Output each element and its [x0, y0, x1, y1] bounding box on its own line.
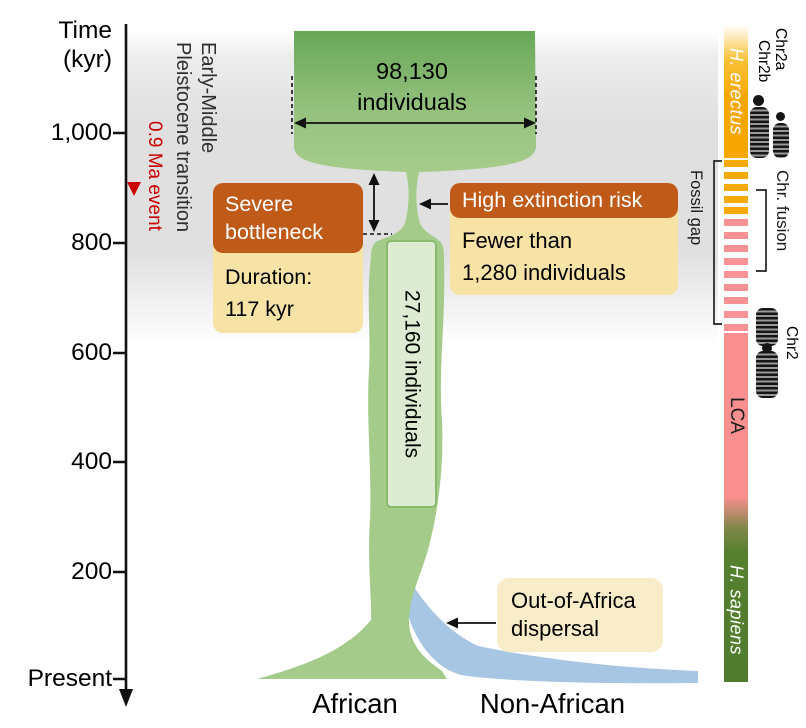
tick-1000: 1,000: [50, 119, 112, 146]
arrowhead-up-icon: [368, 173, 380, 185]
lca-label: LCA: [724, 385, 748, 445]
risk-detail: Fewer than 1,280 individuals: [462, 228, 626, 285]
tick-present: Present: [27, 665, 112, 692]
axis-ticks: [113, 131, 126, 681]
erectus-bar: H. erectus: [724, 25, 748, 158]
chromosome-2b-icon: [750, 107, 769, 158]
lca-sapiens-bar: [724, 333, 748, 682]
fossil-dash: [724, 196, 748, 203]
chr-fusion-bracket: [756, 189, 767, 272]
fossil-dash: [724, 160, 748, 167]
post-bottleneck-size-label: 27,160 individuals: [400, 289, 424, 459]
african-label: African: [312, 688, 398, 719]
fossil-dash: [724, 184, 748, 191]
sapiens-text: H. sapiens: [726, 564, 747, 656]
lca-text: LCA: [726, 396, 747, 434]
width-marker-dashes: [291, 76, 537, 134]
fossil-gap-bracket: [713, 160, 722, 325]
risk-title: High extinction risk: [450, 183, 678, 218]
non-african-label: Non-African: [479, 688, 626, 719]
fossil-dash: [724, 258, 748, 265]
chr2-label: Chr2: [783, 326, 800, 360]
fossil-dash: [724, 219, 748, 226]
post-bottleneck-size-box: 27,160 individuals: [386, 240, 437, 508]
bottleneck-detail: Duration: 117 kyr: [225, 265, 313, 321]
pre-bottleneck-size-label: 98,130 individuals: [357, 58, 467, 115]
chromosome-2a-icon: [773, 123, 789, 158]
fossil-dash: [724, 297, 748, 304]
arrowhead-left-icon: [294, 117, 306, 129]
fossil-dash: [724, 324, 748, 331]
event-label: 0.9 Ma event: [144, 121, 165, 231]
dispersal-arrowhead-icon: [446, 617, 458, 629]
bottleneck-title: Severe bottleneck: [213, 183, 363, 253]
chromosome-2-icon: [756, 308, 778, 346]
chr2a-label: Chr2a: [772, 28, 789, 71]
fossil-dash: [724, 311, 748, 318]
sapiens-label: H. sapiens: [724, 538, 748, 682]
fossil-dash: [724, 207, 748, 214]
chromosome-2b-icon: [753, 95, 764, 106]
tick-200: 200: [71, 558, 112, 585]
risk-callout: High extinction risk Fewer than 1,280 in…: [450, 183, 678, 295]
event-marker-icon: [127, 182, 141, 196]
arrowhead-right-icon: [524, 117, 536, 129]
fossil-dash: [724, 271, 748, 278]
chr-fusion-label: Chr. fusion: [773, 170, 792, 252]
fossil-gap-label: Fossil gap: [687, 170, 705, 246]
tick-800: 800: [71, 229, 112, 256]
erectus-label: H. erectus: [726, 47, 747, 136]
dispersal-callout: Out-of-Africa dispersal: [497, 578, 663, 652]
chromosome-2-centromere-icon: [762, 343, 772, 353]
axis-arrowhead-icon: [119, 689, 133, 707]
tick-400: 400: [71, 448, 112, 475]
fossil-dash: [724, 232, 748, 239]
axis-title: Time (kyr): [58, 17, 112, 73]
tick-600: 600: [71, 339, 112, 366]
chr2b-label: Chr2b: [755, 40, 772, 83]
fossil-dash: [724, 284, 748, 291]
risk-arrowhead-icon: [419, 198, 431, 210]
non-african-population-shape: [400, 564, 698, 684]
transition-label: Early-Middle Pleistocene transition: [172, 42, 219, 233]
bottleneck-callout: Severe bottleneck Duration: 117 kyr: [213, 183, 363, 333]
fossil-dash: [724, 245, 748, 252]
arrowhead-down-icon: [368, 220, 380, 232]
chromosome-2-icon: [756, 351, 778, 398]
chromosome-2a-icon: [776, 112, 785, 121]
fossil-dash: [724, 172, 748, 179]
